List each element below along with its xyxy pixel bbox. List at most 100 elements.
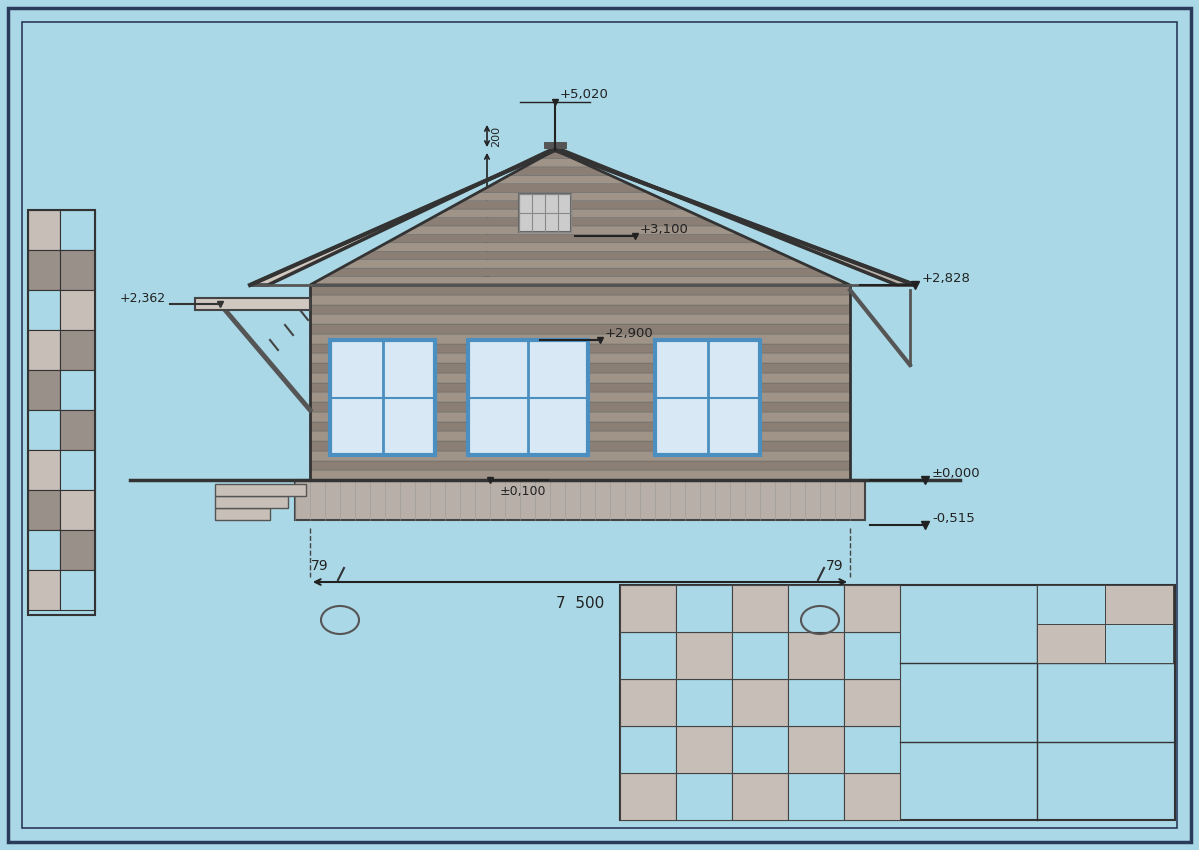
Polygon shape bbox=[547, 144, 915, 285]
Text: 775: 775 bbox=[634, 457, 644, 479]
Bar bbox=[311, 304, 850, 314]
Polygon shape bbox=[478, 184, 647, 192]
Polygon shape bbox=[311, 276, 850, 285]
Bar bbox=[620, 585, 676, 632]
Bar bbox=[788, 632, 844, 679]
Polygon shape bbox=[463, 192, 665, 201]
Bar bbox=[295, 480, 864, 520]
Text: 200: 200 bbox=[492, 126, 501, 146]
Polygon shape bbox=[524, 158, 592, 167]
Bar bbox=[311, 382, 850, 392]
Polygon shape bbox=[402, 226, 740, 235]
Bar bbox=[195, 298, 311, 310]
Bar bbox=[844, 726, 900, 773]
Text: +2,828: +2,828 bbox=[922, 272, 971, 285]
Bar bbox=[733, 726, 788, 773]
Text: ±0,100: ±0,100 bbox=[500, 485, 547, 498]
Bar bbox=[60, 290, 95, 330]
Polygon shape bbox=[433, 209, 703, 218]
Text: +5,020: +5,020 bbox=[560, 88, 609, 101]
Bar bbox=[311, 450, 850, 461]
Text: 1 350: 1 350 bbox=[492, 201, 501, 233]
Bar bbox=[311, 373, 850, 382]
Bar bbox=[60, 210, 95, 250]
Bar bbox=[28, 490, 60, 530]
Text: +2,362: +2,362 bbox=[120, 292, 167, 305]
Polygon shape bbox=[447, 201, 685, 209]
Bar bbox=[60, 570, 95, 610]
Text: -0,515: -0,515 bbox=[932, 512, 975, 525]
Text: 7  500: 7 500 bbox=[556, 596, 604, 611]
Polygon shape bbox=[372, 243, 776, 252]
Bar bbox=[60, 450, 95, 490]
Text: ±0,000: ±0,000 bbox=[932, 467, 981, 480]
Bar bbox=[60, 530, 95, 570]
Bar bbox=[844, 679, 900, 726]
Bar bbox=[844, 632, 900, 679]
Bar bbox=[28, 330, 60, 370]
Bar bbox=[215, 484, 306, 496]
Bar bbox=[28, 210, 95, 615]
Bar bbox=[311, 314, 850, 324]
Polygon shape bbox=[325, 268, 832, 276]
Polygon shape bbox=[510, 167, 610, 175]
Bar bbox=[676, 773, 733, 820]
Text: +3,100: +3,100 bbox=[640, 223, 689, 236]
Bar bbox=[788, 679, 844, 726]
Bar bbox=[844, 773, 900, 820]
Bar bbox=[311, 285, 850, 480]
Bar bbox=[676, 726, 733, 773]
Bar bbox=[676, 632, 733, 679]
Bar bbox=[311, 324, 850, 334]
Bar bbox=[676, 585, 733, 632]
Bar bbox=[733, 679, 788, 726]
Bar bbox=[215, 496, 288, 508]
Bar bbox=[28, 290, 60, 330]
Bar bbox=[311, 392, 850, 402]
Bar bbox=[311, 354, 850, 363]
Bar bbox=[1105, 625, 1173, 663]
Bar bbox=[60, 250, 95, 290]
Bar bbox=[1037, 625, 1105, 663]
Bar bbox=[788, 726, 844, 773]
Bar bbox=[311, 295, 850, 304]
Bar bbox=[330, 340, 435, 455]
Bar bbox=[311, 343, 850, 354]
Bar bbox=[28, 210, 60, 250]
Bar bbox=[311, 402, 850, 411]
Bar bbox=[215, 508, 270, 520]
Bar bbox=[28, 530, 60, 570]
Bar bbox=[733, 632, 788, 679]
Polygon shape bbox=[341, 260, 813, 268]
Bar bbox=[788, 773, 844, 820]
Polygon shape bbox=[417, 218, 721, 226]
Bar bbox=[311, 470, 850, 480]
Bar bbox=[620, 585, 1175, 820]
Bar bbox=[311, 334, 850, 343]
Text: 200: 200 bbox=[492, 497, 501, 518]
Bar bbox=[311, 411, 850, 422]
Bar bbox=[28, 410, 60, 450]
Bar bbox=[655, 340, 760, 455]
Bar bbox=[60, 410, 95, 450]
Bar bbox=[311, 461, 850, 470]
Polygon shape bbox=[494, 175, 628, 184]
Text: 1 450: 1 450 bbox=[634, 382, 644, 413]
Bar bbox=[28, 250, 60, 290]
Polygon shape bbox=[251, 144, 564, 285]
Text: +2,900: +2,900 bbox=[605, 327, 653, 340]
Bar bbox=[620, 726, 676, 773]
Bar bbox=[28, 370, 60, 410]
Bar bbox=[60, 330, 95, 370]
Bar bbox=[620, 632, 676, 679]
Bar bbox=[620, 679, 676, 726]
Text: 79: 79 bbox=[312, 559, 329, 573]
Bar bbox=[28, 570, 60, 610]
Bar bbox=[60, 490, 95, 530]
Text: 100: 100 bbox=[492, 474, 501, 496]
Bar bbox=[468, 340, 588, 455]
Bar bbox=[620, 773, 676, 820]
Bar bbox=[733, 773, 788, 820]
Bar bbox=[311, 363, 850, 373]
Bar bbox=[311, 285, 850, 295]
